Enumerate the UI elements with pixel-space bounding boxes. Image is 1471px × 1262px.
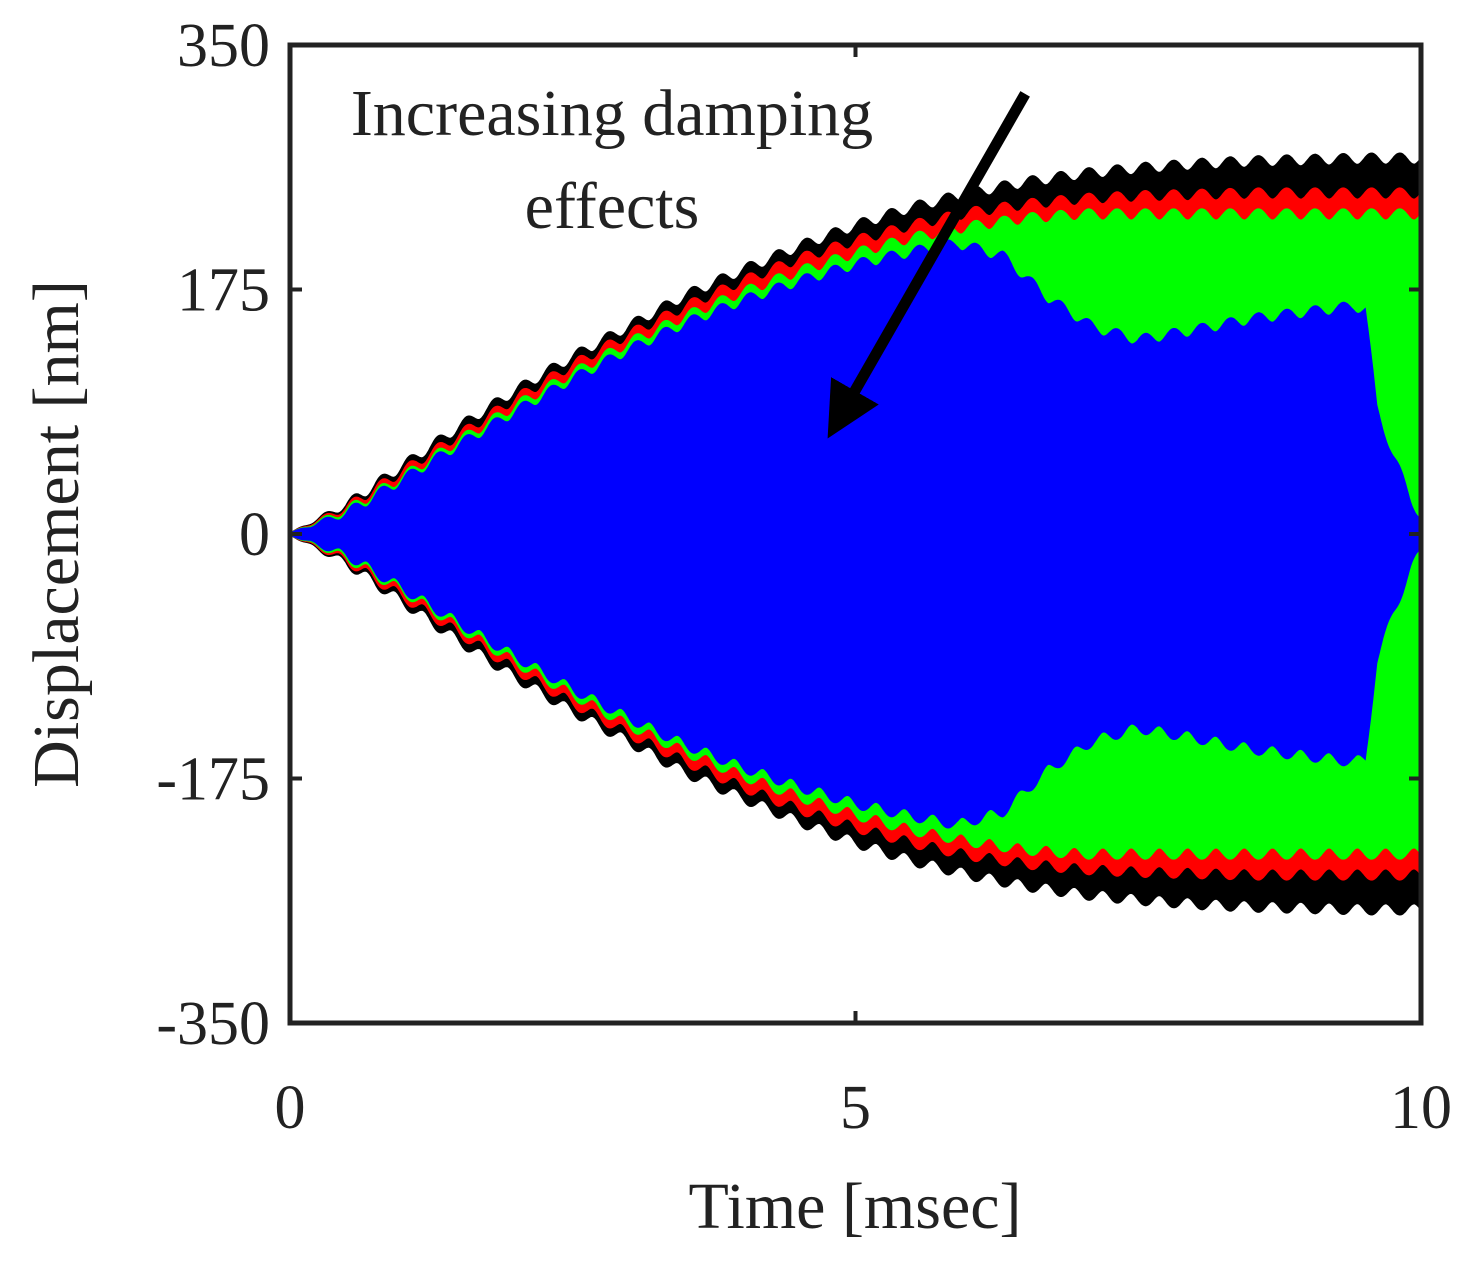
y-axis-label: Displacement [nm]	[20, 280, 93, 788]
y-tick-label: 350	[177, 12, 270, 80]
y-tick-label: -175	[156, 746, 270, 814]
x-tick-label: 5	[840, 1074, 871, 1142]
y-tick-label: -350	[156, 990, 270, 1058]
annotation-arrow	[827, 91, 1030, 439]
series-blue-envelope	[290, 239, 1421, 829]
series-layer	[290, 152, 1421, 916]
annotation-line-2: effects	[525, 170, 700, 243]
x-tick-label: 0	[275, 1074, 306, 1142]
annotation-line-1: Increasing damping	[351, 77, 873, 150]
x-axis-label: Time [msec]	[688, 1170, 1021, 1243]
y-tick-label: 0	[239, 501, 270, 569]
x-tick-label: 10	[1390, 1074, 1452, 1142]
y-tick-label: 175	[177, 257, 270, 325]
